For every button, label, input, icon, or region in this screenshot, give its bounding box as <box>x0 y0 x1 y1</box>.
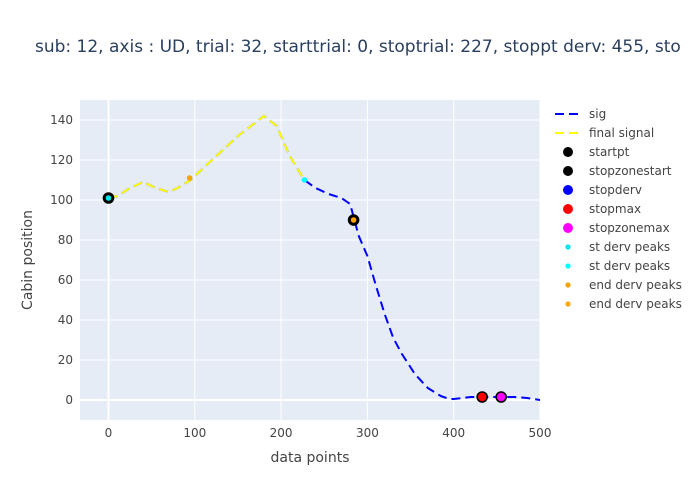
legend-item-st-derv-peaks[interactable]: st derv peaks <box>565 259 670 273</box>
plot-series <box>108 115 540 401</box>
y-tick-label: 140 <box>50 113 73 127</box>
legend-swatch <box>563 185 573 195</box>
legend-label: final signal <box>589 126 654 140</box>
legend-label: stopzonemax <box>589 221 670 235</box>
legend-item-startpt[interactable]: startpt <box>563 145 630 159</box>
x-tick-label: 300 <box>356 426 379 440</box>
legend[interactable]: sig final signal startpt stopzonestart stopd… <box>555 107 682 311</box>
y-tick-label: 120 <box>50 153 73 167</box>
legend-swatch <box>565 282 571 288</box>
y-tick-label: 40 <box>58 313 73 327</box>
x-tick-label: 400 <box>442 426 465 440</box>
legend-item-stopzonemax[interactable]: stopzonemax <box>563 221 670 235</box>
legend-swatch <box>565 244 571 250</box>
marker-st-derv-peaks-7 <box>105 195 112 201</box>
chart-title: sub: 12, axis : UD, trial: 32, starttria… <box>35 37 681 57</box>
legend-swatch <box>563 147 573 157</box>
x-axis-title: data points <box>271 450 350 466</box>
legend-item-stopmax[interactable]: stopmax <box>563 202 641 216</box>
plot-markers <box>102 175 507 403</box>
marker-end-derv-peaks-9 <box>186 175 193 181</box>
plot-background <box>80 100 540 420</box>
legend-label: stopzonestart <box>589 164 672 178</box>
x-tick-label: 200 <box>270 426 293 440</box>
legend-label: stopderv <box>589 183 642 197</box>
legend-label: end derv peaks <box>589 278 682 292</box>
legend-item-end-derv-peaks[interactable]: end derv peaks <box>565 297 682 311</box>
y-tick-label: 20 <box>58 353 73 367</box>
legend-label: sig <box>589 107 606 121</box>
legend-label: stopmax <box>589 202 641 216</box>
x-tick-label: 500 <box>529 426 552 440</box>
series-line-sig-0 <box>108 115 540 401</box>
legend-label: end derv peaks <box>589 297 682 311</box>
y-tick-label: 80 <box>58 233 73 247</box>
y-axis-title: Cabin position <box>20 210 36 310</box>
legend-item-final-signal[interactable]: final signal <box>555 126 654 140</box>
marker-stopzonemax-6 <box>495 391 507 403</box>
legend-item-st-derv-peaks[interactable]: st derv peaks <box>565 240 670 254</box>
legend-swatch <box>563 223 573 233</box>
x-tick-label: 0 <box>105 426 113 440</box>
legend-swatch <box>563 166 573 176</box>
y-tick-label: 100 <box>50 193 73 207</box>
marker-stopmax-5 <box>476 391 488 403</box>
axis-ticks: 0 100 200 300 400 500 0 20 40 60 80 100 120 140 <box>50 113 551 440</box>
x-tick-label: 100 <box>183 426 206 440</box>
grid <box>80 100 541 420</box>
legend-item-sig[interactable]: sig <box>555 107 606 121</box>
y-tick-label: 60 <box>58 273 73 287</box>
series-line-final-signal-1 <box>108 115 306 199</box>
legend-swatch <box>563 204 573 214</box>
y-tick-label: 0 <box>65 393 73 407</box>
legend-swatch <box>565 263 571 269</box>
marker-end-derv-peaks-10 <box>350 217 357 223</box>
legend-label: st derv peaks <box>589 259 670 273</box>
legend-label: st derv peaks <box>589 240 670 254</box>
legend-swatch <box>565 301 571 307</box>
legend-item-stopderv[interactable]: stopderv <box>563 183 642 197</box>
legend-item-end-derv-peaks[interactable]: end derv peaks <box>565 278 682 292</box>
legend-label: startpt <box>589 145 630 159</box>
legend-item-stopzonestart[interactable]: stopzonestart <box>563 164 672 178</box>
marker-st-derv-peaks-8 <box>301 177 308 183</box>
